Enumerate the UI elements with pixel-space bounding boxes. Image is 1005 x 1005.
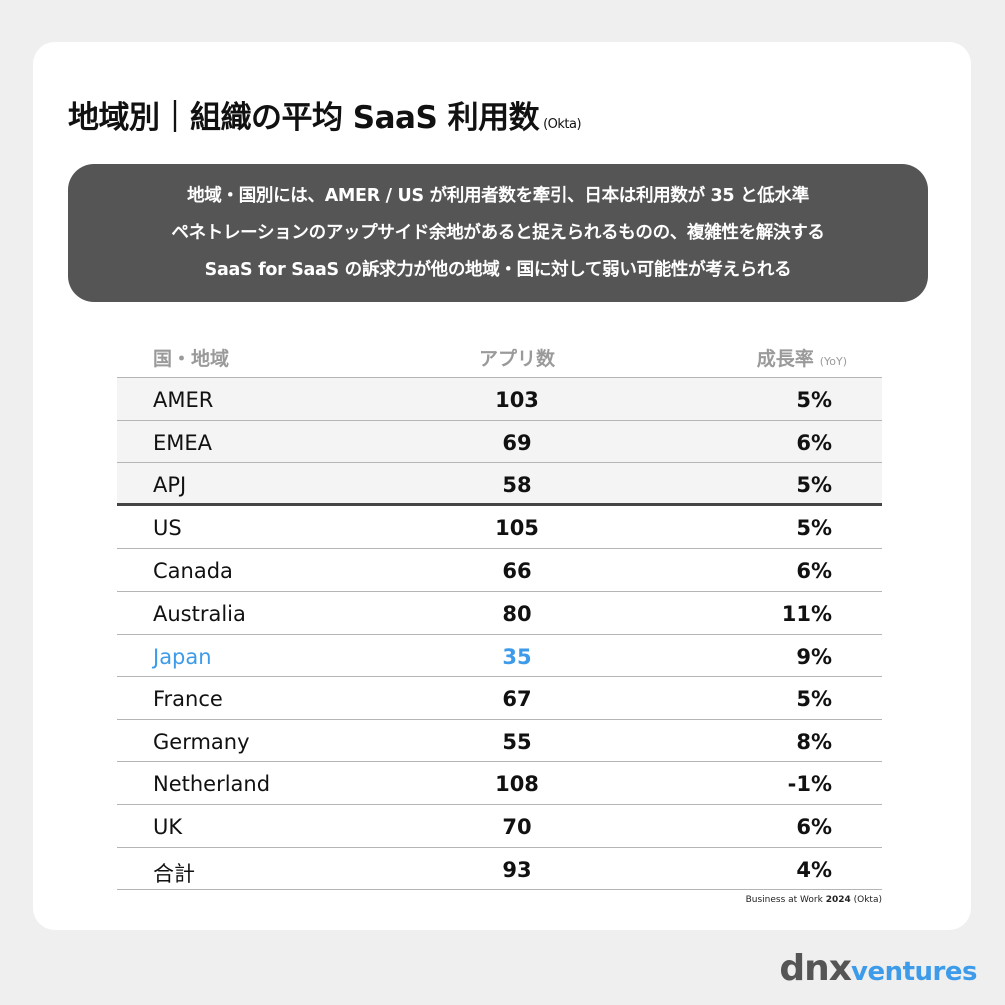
table-bottom-line [117,889,882,891]
table-row: UK 70 6% [117,804,882,847]
growth-cell: 4% [796,857,832,882]
table-row: AMER 103 5% [117,377,882,420]
region-cell: AMER [153,388,214,412]
growth-cell: 8% [796,729,832,754]
apps-cell: 105 [495,515,539,540]
growth-cell: 6% [796,430,832,455]
region-cell: France [153,687,223,712]
table-row: 合計 93 4% [117,846,882,890]
apps-cell: 58 [502,473,532,498]
region-cell: EMEA [153,430,213,455]
growth-cell: 6% [796,815,832,839]
apps-cell: 35 [502,644,532,669]
apps-cell: 93 [502,857,532,882]
region-cell: US [153,515,182,540]
table-row: Japan 35 9% [117,633,882,677]
table-row: France 67 5% [117,676,882,719]
table-row: US 105 5% [117,506,882,548]
apps-cell: 69 [502,430,532,455]
growth-cell: 6% [796,559,832,584]
logo-part2: ventures [851,957,977,987]
header-growth-sub: (YoY) [819,355,847,368]
footnote-suffix: (Okta) [850,895,882,905]
region-cell: Japan [153,644,212,669]
summary-box: 地域・国別には、AMER / US が利用者数を牽引、日本は利用数が 35 と低… [68,164,928,302]
header-region: 国・地域 [153,348,230,370]
table-row: Germany 55 8% [117,718,882,762]
apps-cell: 55 [502,729,532,754]
apps-cell: 66 [502,559,532,584]
region-cell: Canada [153,559,233,584]
region-cell: 合計 [153,861,195,886]
region-cell: Australia [153,602,246,626]
growth-cell: 5% [796,473,832,498]
region-cell: Germany [153,729,250,754]
summary-line-3: SaaS for SaaS の訴求力が他の地域・国に対して弱い可能性が考えられる [204,259,792,280]
growth-cell: 11% [781,602,832,626]
growth-cell: 5% [796,388,832,412]
apps-cell: 80 [502,602,532,626]
footnote-prefix: Business at Work [745,895,826,905]
table-row: APJ 58 5% [117,462,882,506]
header-growth: 成長率 (YoY) [757,344,847,371]
table-row: Australia 80 11% [117,591,882,634]
footnote: Business at Work 2024 (Okta) [746,895,882,905]
growth-cell: 5% [796,687,832,712]
logo-part1: dnx [779,948,852,989]
summary-line-2: ペネトレーションのアップサイド余地があると捉えられるものの、複雑性を解決する [171,222,825,243]
region-cell: UK [153,815,183,839]
apps-cell: 103 [495,388,539,412]
footnote-year: 2024 [825,895,851,905]
title-main: 地域別｜組織の平均 SaaS 利用数 [68,100,540,136]
region-cell: Netherland [153,772,271,797]
growth-cell: 9% [796,644,832,669]
apps-cell: 70 [502,815,532,839]
table-row: Netherland 108 -1% [117,761,882,804]
table-header: 国・地域 アプリ数 成長率 (YoY) [117,340,882,376]
header-apps: アプリ数 [479,348,556,370]
table-row: Canada 66 6% [117,548,882,591]
header-growth-label: 成長率 [756,348,814,370]
table-row: EMEA 69 6% [117,419,882,463]
growth-cell: -1% [787,772,832,797]
apps-cell: 67 [502,687,532,712]
dnx-ventures-logo: dnxventures [779,948,977,989]
summary-line-1: 地域・国別には、AMER / US が利用者数を牽引、日本は利用数が 35 と低… [187,185,809,206]
apps-cell: 108 [495,772,539,797]
growth-cell: 5% [796,515,832,540]
group-divider [117,503,882,507]
region-cell: APJ [153,473,187,498]
page-title: 地域別｜組織の平均 SaaS 利用数 (Okta) [68,92,582,137]
title-source: (Okta) [543,117,582,132]
